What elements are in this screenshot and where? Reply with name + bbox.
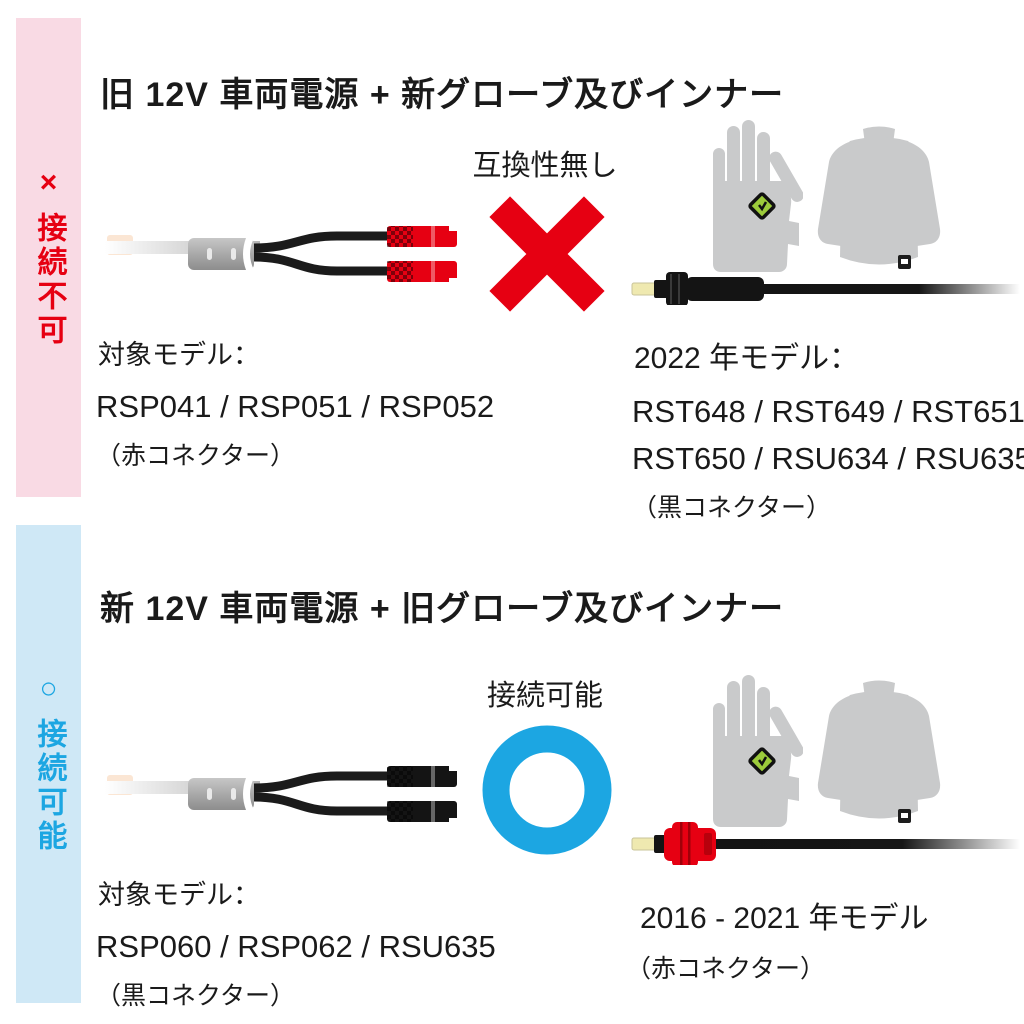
target-models-block: 対象モデル： RSP060 / RSP062 / RSU635 （黒コネクター） <box>96 873 496 1012</box>
models-heading: 対象モデル： <box>98 340 260 370</box>
incompatible-x-icon <box>489 196 605 312</box>
circle-symbol: ○ <box>39 672 58 705</box>
glove-jacket-black-plug-illustration <box>631 118 1020 305</box>
status-sidebar-compatible: ○ 接続可能 <box>16 525 81 1003</box>
x-symbol: × <box>39 165 58 199</box>
models-list-line2: RST650 / RSU634 / RSU635 <box>632 441 1024 476</box>
black-dc-plug <box>631 272 1020 305</box>
status-sidebar-incompatible: × 接続不可 <box>16 18 81 497</box>
models-heading: 対象モデル： <box>98 880 260 910</box>
y-cable-black-connectors-illustration: .endplug2{fill:#e9e9e9;} <box>95 755 465 865</box>
target-models-block: 対象モデル： RSP041 / RSP051 / RSP052 （赤コネクター） <box>96 333 494 472</box>
section-title: 旧 12V 車両電源 + 新グローブ及びインナー <box>100 75 785 114</box>
connector-note: （赤コネクター） <box>626 955 826 983</box>
models-list-line1: RST648 / RST649 / RST651 <box>632 394 1024 429</box>
compatible-circle-icon <box>482 725 612 855</box>
y-cable-red-connectors-illustration: .endplug{fill:#fbe6d4;} <box>95 215 465 325</box>
status-label: 互換性無し <box>472 150 618 182</box>
connector-note: （赤コネクター） <box>96 442 296 470</box>
glove-jacket-red-plug-illustration <box>631 673 1020 865</box>
connector-note: （黒コネクター） <box>96 982 296 1010</box>
sidebar-label: 接続不可 <box>32 211 66 348</box>
year-models-block: 2022 年モデル： RST648 / RST649 / RST651 RST6… <box>632 333 1024 524</box>
status-label: 接続可能 <box>486 680 603 712</box>
models-heading: 2016 - 2021 年モデル <box>640 902 929 935</box>
connector-note: （黒コネクター） <box>632 494 832 522</box>
section-title: 新 12V 車両電源 + 旧グローブ及びインナー <box>100 589 785 628</box>
red-dc-plug <box>631 822 1020 865</box>
year-models-block: 2016 - 2021 年モデル （赤コネクター） <box>626 893 928 985</box>
models-list: RSP060 / RSP062 / RSU635 <box>96 929 496 964</box>
models-heading: 2022 年モデル： <box>634 342 860 375</box>
sidebar-label: 接続可能 <box>32 718 66 854</box>
models-list: RSP041 / RSP051 / RSP052 <box>96 389 495 424</box>
